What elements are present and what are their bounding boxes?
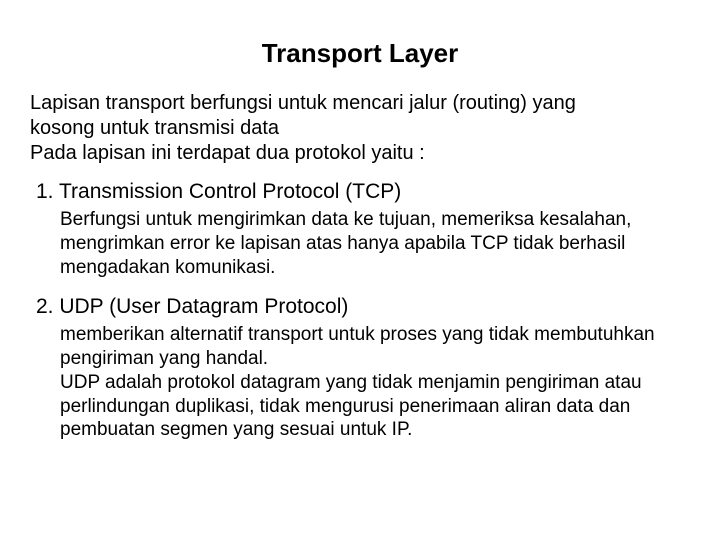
intro-line-1: Lapisan transport berfungsi untuk mencar… — [30, 91, 690, 116]
item-heading-tcp: 1. Transmission Control Protocol (TCP) — [36, 180, 690, 204]
page-title: Transport Layer — [30, 38, 690, 69]
intro-text: Lapisan transport berfungsi untuk mencar… — [30, 91, 690, 166]
intro-line-3: Pada lapisan ini terdapat dua protokol y… — [30, 141, 690, 166]
list-item: 2. UDP (User Datagram Protocol) memberik… — [30, 295, 690, 442]
item-body-udp: memberikan alternatif transport untuk pr… — [60, 323, 680, 442]
item-heading-udp: 2. UDP (User Datagram Protocol) — [36, 295, 690, 319]
slide: Transport Layer Lapisan transport berfun… — [0, 0, 720, 540]
intro-line-2: kosong untuk transmisi data — [30, 116, 690, 141]
list-item: 1. Transmission Control Protocol (TCP) B… — [30, 180, 690, 279]
item-body-tcp: Berfungsi untuk mengirimkan data ke tuju… — [60, 208, 680, 279]
